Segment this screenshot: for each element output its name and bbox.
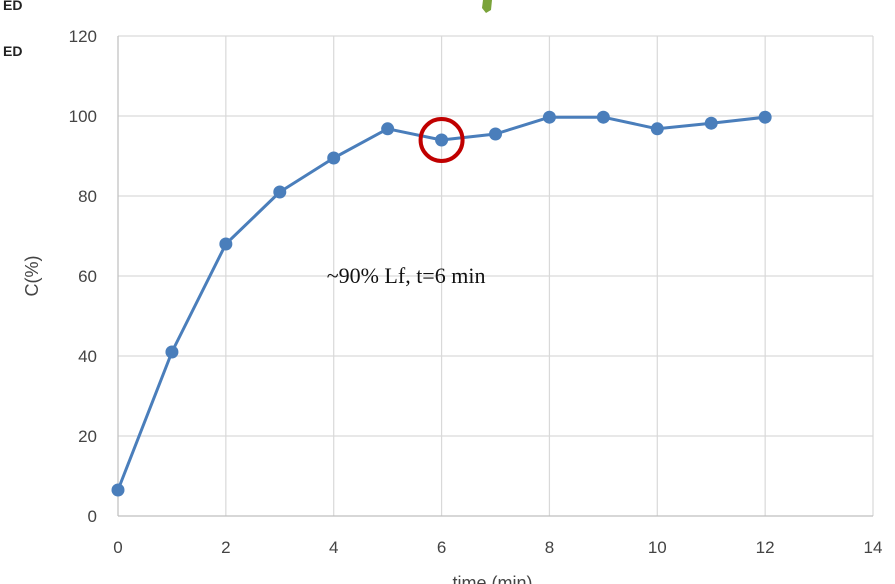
leaf-icon xyxy=(482,0,492,13)
y-tick-label: 120 xyxy=(69,27,97,46)
x-tick-label: 10 xyxy=(648,538,667,557)
x-tick-label: 0 xyxy=(113,538,122,557)
data-point xyxy=(273,185,287,199)
axes xyxy=(117,36,873,517)
x-tick-label: 6 xyxy=(437,538,446,557)
data-point xyxy=(650,122,664,136)
x-tick-label: 2 xyxy=(221,538,230,557)
y-tick-label: 40 xyxy=(78,347,97,366)
data-point xyxy=(219,237,233,251)
y-tick-labels: 0 20 40 60 80 100 120 xyxy=(69,27,97,526)
highlight-ring xyxy=(418,117,465,163)
y-tick-label: 0 xyxy=(88,507,97,526)
x-tick-label: 12 xyxy=(756,538,775,557)
y-tick-label: 20 xyxy=(78,427,97,446)
data-point xyxy=(381,122,395,136)
cropped-text-2: ED xyxy=(3,43,22,59)
cropped-text-1: ED xyxy=(3,0,22,13)
data-point xyxy=(542,110,556,124)
annotation-text: ~90% Lf, t=6 min xyxy=(327,263,486,288)
series-group xyxy=(111,110,772,497)
data-point xyxy=(704,116,718,130)
data-point xyxy=(165,345,179,359)
x-axis-title: time (min) xyxy=(453,573,533,584)
data-point xyxy=(327,151,341,165)
x-tick-labels: 0 2 4 6 8 10 12 14 xyxy=(113,538,882,557)
x-tick-label: 4 xyxy=(329,538,338,557)
x-tick-label: 8 xyxy=(545,538,554,557)
data-point xyxy=(489,127,502,141)
data-point xyxy=(435,133,449,147)
y-tick-label: 60 xyxy=(78,267,97,286)
data-point xyxy=(758,110,772,124)
y-tick-label: 100 xyxy=(69,107,97,126)
x-tick-label: 14 xyxy=(864,538,883,557)
gridlines xyxy=(118,35,874,516)
data-point xyxy=(111,483,125,497)
y-axis-title: C(%) xyxy=(22,256,42,297)
y-tick-label: 80 xyxy=(78,187,97,206)
data-point xyxy=(596,110,610,124)
